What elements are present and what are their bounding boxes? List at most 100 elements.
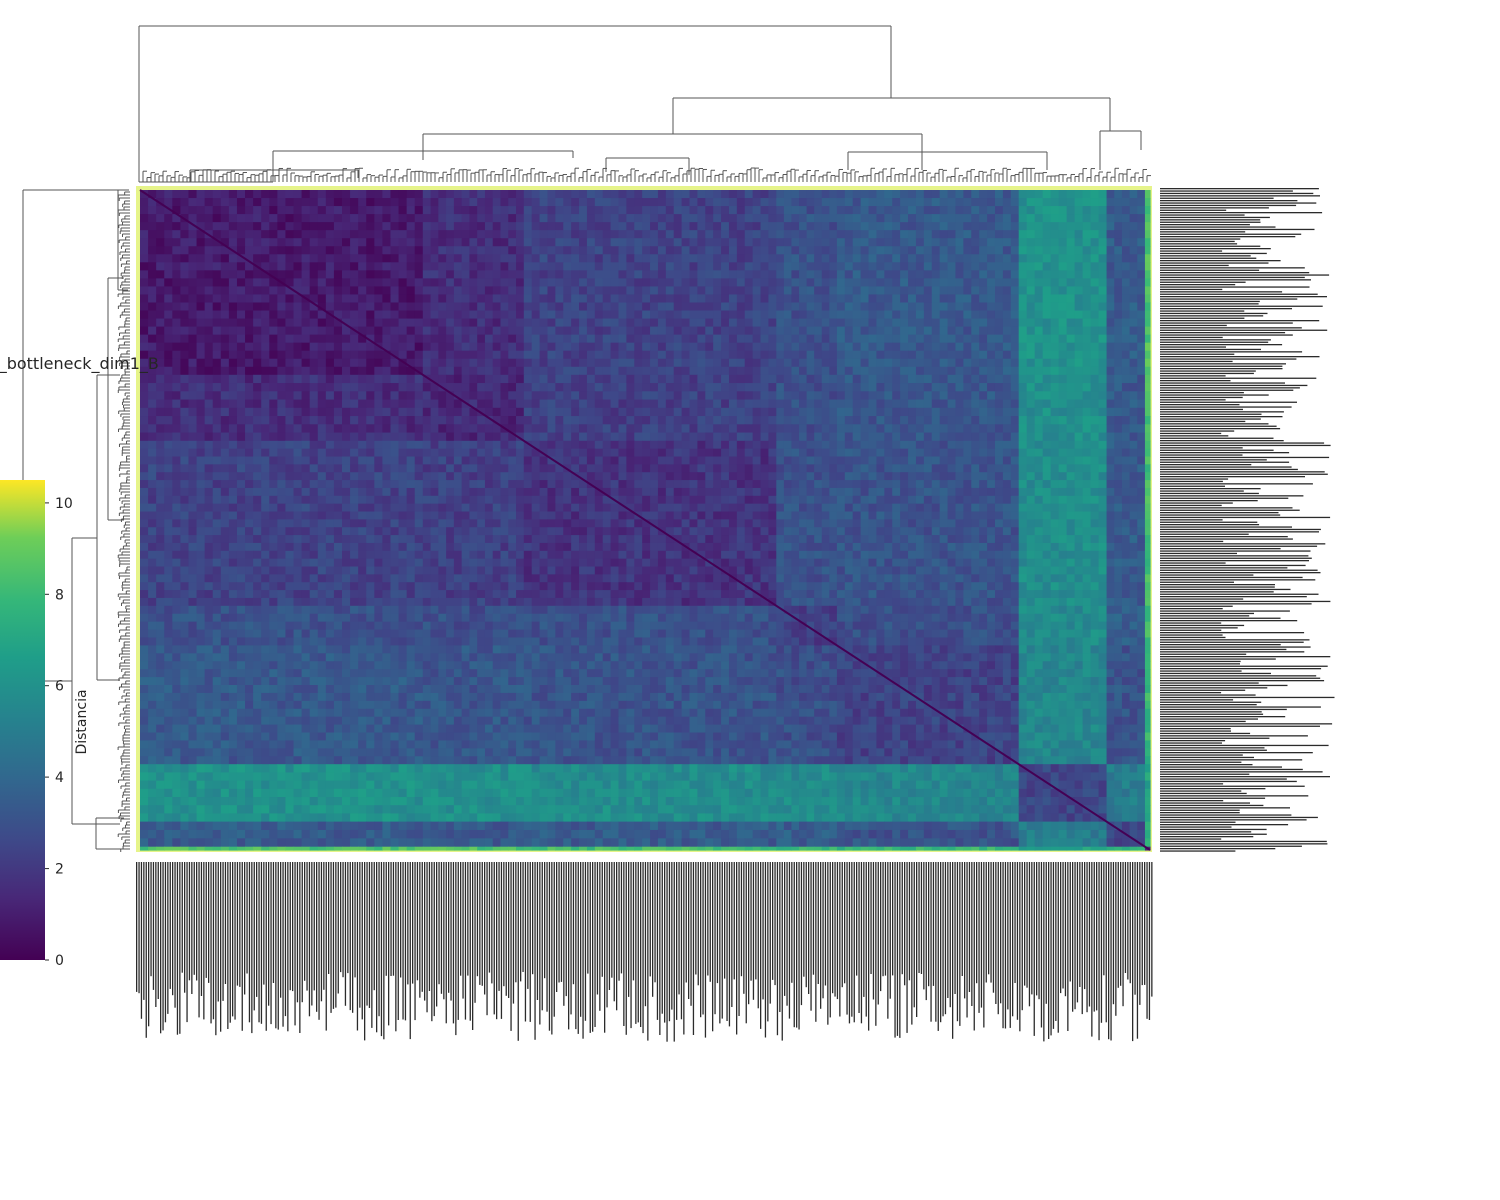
heatmap-cell <box>736 238 746 247</box>
heatmap-cell <box>721 399 730 409</box>
heatmap-cell <box>374 310 383 320</box>
heatmap-cell <box>594 278 604 288</box>
heatmap-cell <box>398 270 408 279</box>
heatmap-cell <box>836 190 846 199</box>
heatmap-cell <box>892 399 901 409</box>
heatmap-cell <box>752 366 762 376</box>
heatmap-cell <box>626 310 635 320</box>
heatmap-cell <box>971 366 980 376</box>
heatmap-cell <box>642 286 651 296</box>
heatmap-cell <box>461 270 471 279</box>
heatmap-cell <box>791 286 800 296</box>
heatmap-cell <box>236 399 246 409</box>
heatmap-cell <box>342 318 351 328</box>
heatmap-cell <box>269 416 278 425</box>
heatmap-cell <box>900 302 909 312</box>
heatmap-cell <box>721 310 730 320</box>
heatmap-cell <box>539 262 549 271</box>
heatmap-cell <box>1129 206 1138 215</box>
heatmap-cell <box>900 374 909 384</box>
heatmap-cell <box>1106 278 1115 288</box>
heatmap-cell <box>821 246 830 255</box>
heatmap-cell <box>602 238 612 247</box>
heatmap-cell <box>196 302 206 312</box>
heatmap-cell <box>697 407 706 417</box>
heatmap-cell <box>705 302 714 312</box>
heatmap-cell <box>508 326 517 336</box>
heatmap-cell <box>269 238 278 247</box>
heatmap-cell <box>1090 391 1100 401</box>
heatmap-cell <box>140 399 149 409</box>
heatmap-cell <box>744 206 754 215</box>
heatmap-cell <box>555 358 564 368</box>
heatmap-cell <box>768 238 777 247</box>
heatmap-cell <box>1144 302 1151 312</box>
heatmap-cell <box>285 254 295 263</box>
heatmap-cell <box>947 198 957 207</box>
heatmap-cell <box>852 391 862 401</box>
heatmap-cell <box>1034 318 1044 328</box>
heatmap-cell <box>713 318 722 328</box>
heatmap-cell <box>1066 318 1076 328</box>
heatmap-cell <box>1010 310 1020 320</box>
heatmap-cell <box>446 350 455 360</box>
heatmap-cell <box>760 214 770 223</box>
heatmap-cell <box>876 407 885 417</box>
heatmap-cell <box>531 286 541 296</box>
heatmap-cell <box>665 262 675 271</box>
heatmap-cell <box>301 326 311 336</box>
heatmap-cell <box>673 286 683 296</box>
heatmap-cell <box>148 278 157 288</box>
heatmap-cell <box>196 391 206 401</box>
heatmap-cell <box>516 278 525 288</box>
heatmap-cell <box>406 374 416 384</box>
heatmap-cell <box>947 391 957 401</box>
heatmap-cell <box>269 342 278 352</box>
heatmap-cell <box>829 278 838 288</box>
heatmap-cell <box>844 262 854 271</box>
heatmap-cell <box>555 350 564 360</box>
heatmap-cell <box>547 198 556 207</box>
heatmap-cell <box>971 432 980 442</box>
heatmap-cell <box>555 310 564 320</box>
heatmap-cell <box>673 326 683 336</box>
heatmap-cell <box>939 407 949 417</box>
heatmap-cell <box>245 391 254 401</box>
heatmap-cell <box>665 214 675 223</box>
heatmap-cell <box>461 198 471 207</box>
heatmap-cell <box>594 238 604 247</box>
heatmap-cell <box>301 230 311 239</box>
heatmap-cell <box>665 238 675 247</box>
heatmap-cell <box>852 206 862 215</box>
heatmap-cell <box>285 334 295 344</box>
heatmap-cell <box>547 432 556 442</box>
heatmap-cell <box>1050 230 1060 239</box>
heatmap-cell <box>180 399 190 409</box>
heatmap-cell <box>325 334 335 344</box>
heatmap-cell <box>333 198 343 207</box>
heatmap-cell <box>382 190 392 199</box>
heatmap-cell <box>188 222 198 231</box>
heatmap-cell <box>665 358 675 368</box>
heatmap-cell <box>1010 350 1020 360</box>
heatmap-cell <box>681 190 691 199</box>
heatmap-cell <box>301 334 311 344</box>
heatmap-cell <box>1066 302 1076 312</box>
heatmap-cell <box>814 254 823 263</box>
heatmap-cell <box>438 254 447 263</box>
heatmap-cell <box>406 318 416 328</box>
heatmap-cell <box>908 350 917 360</box>
heatmap-cell <box>657 326 667 336</box>
heatmap-cell <box>1058 358 1068 368</box>
heatmap-cell <box>721 230 730 239</box>
heatmap-cell <box>422 278 432 288</box>
heatmap-cell <box>446 310 455 320</box>
heatmap-cell <box>1114 358 1123 368</box>
heatmap-cell <box>531 238 541 247</box>
heatmap-cell <box>860 310 870 320</box>
heatmap-cell <box>531 318 541 328</box>
heatmap-cell <box>398 278 408 288</box>
heatmap-cell <box>406 246 416 255</box>
heatmap-cell <box>681 294 691 304</box>
heatmap-cell <box>148 230 157 239</box>
